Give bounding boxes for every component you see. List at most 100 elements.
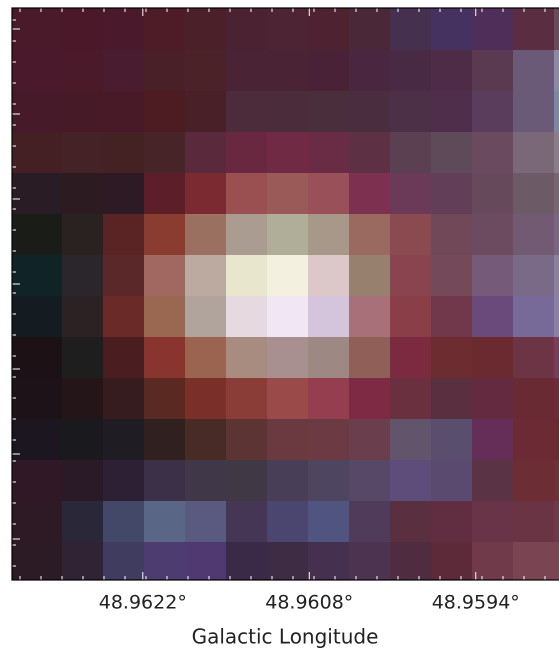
pixel <box>554 501 559 543</box>
pixel <box>349 296 391 338</box>
pixel <box>267 91 309 133</box>
pixel <box>390 50 432 92</box>
pixel <box>349 132 391 174</box>
pixel <box>12 255 63 297</box>
pixel <box>349 214 391 256</box>
pixel <box>472 542 514 584</box>
pixel <box>226 132 268 174</box>
pixel <box>12 91 63 133</box>
pixel <box>308 460 350 502</box>
pixel <box>226 337 268 379</box>
pixel <box>267 419 309 461</box>
pixel <box>308 214 350 256</box>
pixel <box>144 255 186 297</box>
pixel <box>390 132 432 174</box>
pixel <box>349 378 391 420</box>
pixel <box>554 460 559 502</box>
pixel <box>103 419 145 461</box>
pixel <box>103 50 145 92</box>
pixel <box>62 50 104 92</box>
pixel <box>267 173 309 215</box>
pixel <box>144 378 186 420</box>
pixel <box>513 337 555 379</box>
pixel <box>390 460 432 502</box>
pixel <box>103 91 145 133</box>
pixel <box>431 132 473 174</box>
pixel <box>349 255 391 297</box>
pixel <box>513 542 555 584</box>
pixel <box>62 296 104 338</box>
pixel <box>267 132 309 174</box>
pixel <box>103 214 145 256</box>
pixel <box>144 419 186 461</box>
pixel <box>472 460 514 502</box>
pixel <box>513 501 555 543</box>
pixel <box>513 8 555 51</box>
pixel <box>144 132 186 174</box>
pixel <box>308 50 350 92</box>
pixel <box>62 8 104 51</box>
pixel <box>349 460 391 502</box>
pixel <box>103 337 145 379</box>
pixel <box>390 501 432 543</box>
pixel <box>390 214 432 256</box>
pixel <box>267 255 309 297</box>
pixel <box>431 460 473 502</box>
pixel <box>431 419 473 461</box>
pixel <box>472 337 514 379</box>
pixel <box>226 173 268 215</box>
pixel <box>554 50 559 92</box>
pixel <box>472 214 514 256</box>
pixel <box>390 255 432 297</box>
pixel <box>103 542 145 584</box>
pixel <box>226 419 268 461</box>
pixel <box>103 501 145 543</box>
pixel <box>144 296 186 338</box>
pixel <box>226 255 268 297</box>
pixel <box>267 501 309 543</box>
pixel <box>513 50 555 92</box>
pixel <box>349 419 391 461</box>
pixel <box>513 132 555 174</box>
pixel <box>144 460 186 502</box>
pixel <box>554 337 559 379</box>
pixel <box>308 91 350 133</box>
pixel <box>308 501 350 543</box>
x-axis-label: Galactic Longitude <box>192 625 379 649</box>
pixel <box>12 214 63 256</box>
pixel <box>390 542 432 584</box>
pixel <box>472 50 514 92</box>
pixel <box>513 173 555 215</box>
pixel <box>472 255 514 297</box>
pixel <box>267 50 309 92</box>
pixel <box>185 296 227 338</box>
pixel <box>185 8 227 51</box>
pixel <box>349 50 391 92</box>
pixel <box>12 460 63 502</box>
pixel <box>267 460 309 502</box>
pixel <box>554 214 559 256</box>
pixel <box>144 501 186 543</box>
pixel <box>103 173 145 215</box>
pixel <box>267 378 309 420</box>
pixel <box>103 460 145 502</box>
pixel <box>185 50 227 92</box>
pixel <box>431 255 473 297</box>
figure: Galactic Longitude 48.9622°48.9608°48.95… <box>0 0 559 657</box>
x-tick-label: 48.9608° <box>265 592 353 614</box>
pixel <box>185 501 227 543</box>
pixel <box>226 542 268 584</box>
pixel <box>226 501 268 543</box>
pixel <box>308 8 350 51</box>
pixel <box>349 173 391 215</box>
pixel <box>513 296 555 338</box>
pixel <box>103 132 145 174</box>
pixel <box>349 91 391 133</box>
pixel <box>554 542 559 584</box>
pixel <box>62 419 104 461</box>
pixel <box>12 337 63 379</box>
pixel <box>431 542 473 584</box>
pixel <box>103 8 145 51</box>
pixel <box>62 337 104 379</box>
pixel <box>472 378 514 420</box>
